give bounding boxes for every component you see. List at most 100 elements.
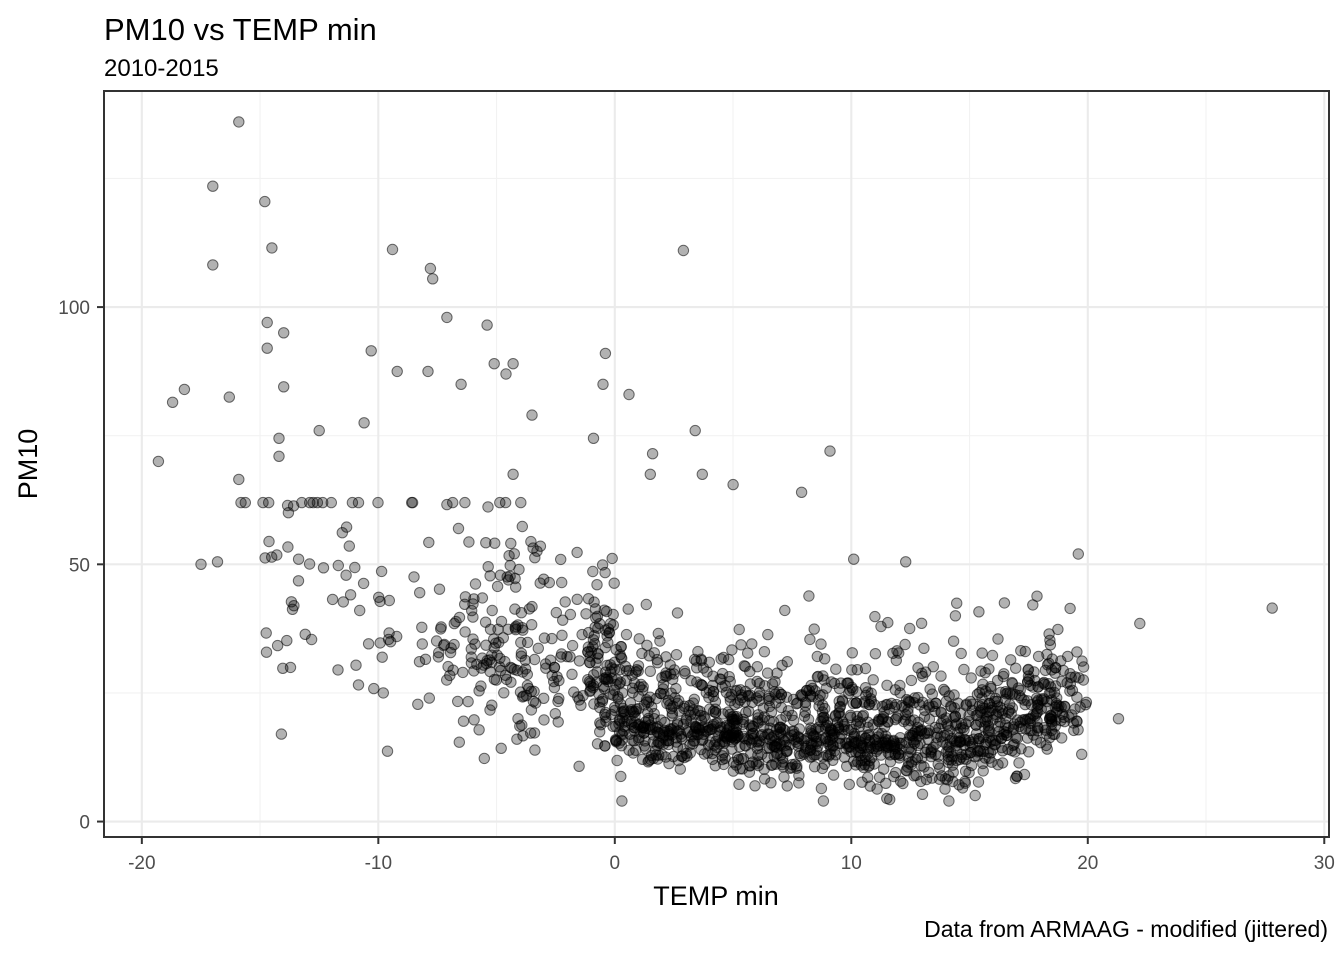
data-point (940, 712, 952, 724)
data-point (507, 358, 519, 370)
data-point (478, 752, 490, 765)
data-point (488, 358, 500, 370)
data-point (587, 432, 600, 444)
data-point (332, 559, 344, 572)
data-point (905, 759, 917, 771)
data-point (985, 756, 998, 768)
data-point (340, 569, 352, 581)
data-point (599, 740, 611, 752)
data-point (1076, 748, 1088, 760)
data-point (273, 450, 285, 462)
data-point (696, 468, 708, 480)
data-point (975, 665, 987, 677)
data-point (515, 496, 527, 509)
data-point (260, 646, 273, 658)
data-point (585, 680, 597, 692)
data-point (771, 667, 783, 679)
data-point (422, 365, 434, 378)
data-point (178, 383, 191, 396)
data-point (1064, 602, 1076, 615)
data-point (918, 642, 930, 654)
data-point (706, 747, 718, 760)
data-point (633, 633, 645, 645)
data-point (960, 698, 973, 710)
data-point (939, 685, 951, 697)
data-point (923, 713, 936, 725)
data-point (775, 688, 787, 701)
data-point (850, 759, 862, 771)
data-point (950, 739, 962, 752)
data-point (1025, 724, 1038, 737)
data-point (859, 732, 872, 744)
data-point (846, 664, 858, 676)
data-point (660, 670, 673, 682)
data-point (613, 718, 625, 730)
data-point (966, 698, 979, 710)
data-point (152, 455, 165, 468)
data-point (965, 672, 977, 684)
data-point (419, 653, 432, 665)
data-point (515, 650, 527, 662)
data-point (677, 244, 690, 257)
data-point (484, 570, 496, 582)
data-point (600, 605, 613, 618)
data-point (543, 576, 555, 589)
data-point (764, 733, 776, 746)
data-point (257, 496, 269, 509)
data-point (749, 780, 761, 792)
data-point (812, 670, 824, 683)
data-point (1019, 645, 1032, 658)
data-point (304, 496, 316, 509)
data-point (824, 734, 836, 746)
data-point (670, 649, 683, 661)
data-point (836, 695, 849, 707)
data-point (525, 685, 537, 698)
data-point (615, 740, 628, 752)
data-point (352, 496, 365, 509)
data-point (897, 777, 909, 790)
x-axis-title: TEMP min (653, 881, 779, 911)
data-point (746, 638, 758, 650)
data-point (820, 749, 833, 761)
data-point (765, 706, 778, 718)
data-point (965, 759, 978, 772)
data-point (968, 751, 981, 763)
data-point (1021, 676, 1034, 688)
data-point (584, 656, 596, 669)
data-point (620, 628, 633, 641)
data-point (538, 573, 550, 585)
data-point (709, 706, 722, 719)
data-point (625, 715, 637, 728)
data-point (943, 741, 955, 753)
data-point (806, 750, 818, 763)
data-point (552, 695, 564, 708)
data-point (750, 736, 763, 748)
data-point (833, 682, 846, 695)
data-point (480, 537, 492, 549)
data-points (152, 116, 1278, 807)
data-point (867, 674, 879, 686)
data-point (358, 417, 370, 429)
data-point (737, 730, 750, 742)
data-point (538, 714, 550, 726)
data-point (889, 748, 901, 761)
data-point (373, 591, 385, 603)
data-point (1032, 650, 1045, 663)
data-point (587, 634, 600, 646)
data-point (848, 553, 860, 565)
data-point (616, 795, 628, 807)
data-point (627, 747, 639, 759)
data-point (758, 646, 771, 658)
data-point (332, 664, 344, 676)
data-point (899, 638, 911, 651)
data-point (491, 580, 504, 593)
data-point (904, 622, 916, 635)
data-point (717, 651, 730, 664)
data-point (1067, 717, 1080, 729)
data-point (983, 697, 996, 710)
data-point (751, 661, 763, 673)
data-point (967, 733, 980, 745)
data-point (889, 684, 901, 696)
data-point (548, 661, 561, 674)
data-point (1134, 617, 1146, 630)
